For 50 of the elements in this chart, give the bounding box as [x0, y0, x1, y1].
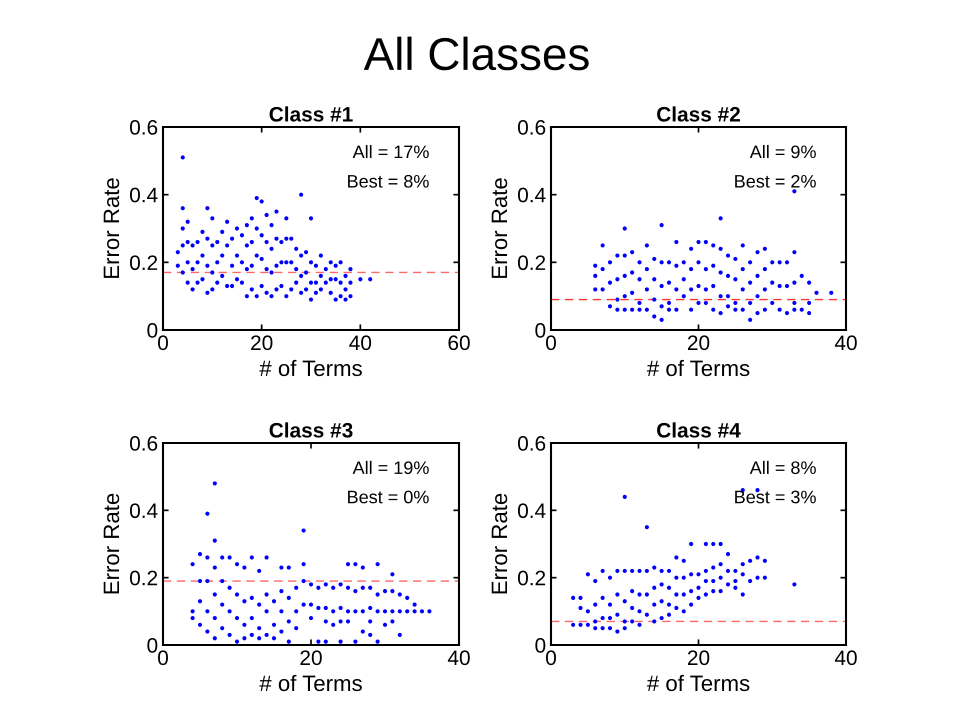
y-tick-label: 0: [147, 638, 158, 653]
x-tick-label: 0: [546, 335, 556, 350]
x-tick-label: 0: [158, 335, 168, 350]
y-tick-label: 0.4: [518, 503, 546, 518]
annotation: All = 17%: [352, 144, 429, 158]
chart-title: Class #4: [657, 422, 741, 438]
x-tick-label: 40: [834, 335, 857, 350]
chart-title: Class #3: [270, 422, 353, 438]
text: All Classes: [364, 36, 589, 70]
y-tick-label: 0.6: [130, 436, 158, 451]
y-axis-title: Error Rate: [104, 494, 120, 594]
x-tick-label: 40: [349, 335, 372, 350]
y-axis-title: Error Rate: [104, 178, 120, 278]
annotation: All = 19%: [352, 460, 429, 474]
x-tick-label: 0: [158, 650, 168, 666]
annotation: All = 8%: [750, 460, 816, 474]
x-tick-label: 20: [300, 650, 322, 666]
annotation: Best = 2%: [735, 174, 816, 188]
chart-title: Class #1: [270, 106, 353, 122]
y-tick-label: 0.4: [130, 503, 158, 518]
y-tick-label: 0.6: [130, 120, 158, 135]
annotation: Best = 8%: [348, 174, 429, 188]
y-tick-label: 0.2: [518, 570, 546, 586]
x-axis-title: # of Terms: [259, 360, 362, 376]
x-tick-label: 60: [448, 335, 470, 350]
y-axis-title: Error Rate: [492, 178, 508, 278]
x-tick-label: 40: [448, 650, 470, 666]
y-tick-label: 0: [535, 323, 546, 338]
x-axis-title: # of Terms: [646, 674, 750, 692]
x-tick-label: 20: [688, 335, 710, 350]
annotation: Best = 3%: [735, 490, 816, 504]
annotation: Best = 0%: [348, 490, 429, 504]
chart-title: Class #2: [657, 106, 740, 122]
y-tick-label: 0.2: [130, 255, 158, 270]
annotation: All = 9%: [750, 144, 816, 158]
y-tick-label: 0.4: [130, 188, 158, 202]
y-tick-label: 0.2: [130, 570, 158, 586]
y-tick-label: 0.4: [518, 188, 546, 202]
x-tick-label: 20: [251, 335, 272, 350]
x-tick-label: 20: [688, 650, 710, 666]
x-tick-label: 40: [834, 650, 857, 666]
y-tick-label: 0: [535, 638, 546, 653]
x-tick-label: 0: [546, 650, 556, 666]
x-axis-title: # of Terms: [259, 674, 362, 692]
y-tick-label: 0: [147, 323, 158, 338]
y-tick-label: 0.6: [518, 120, 546, 135]
y-axis-title: Error Rate: [492, 494, 508, 594]
y-tick-label: 0.2: [518, 255, 546, 270]
y-tick-label: 0.6: [518, 436, 546, 451]
x-axis-title: # of Terms: [646, 360, 750, 376]
